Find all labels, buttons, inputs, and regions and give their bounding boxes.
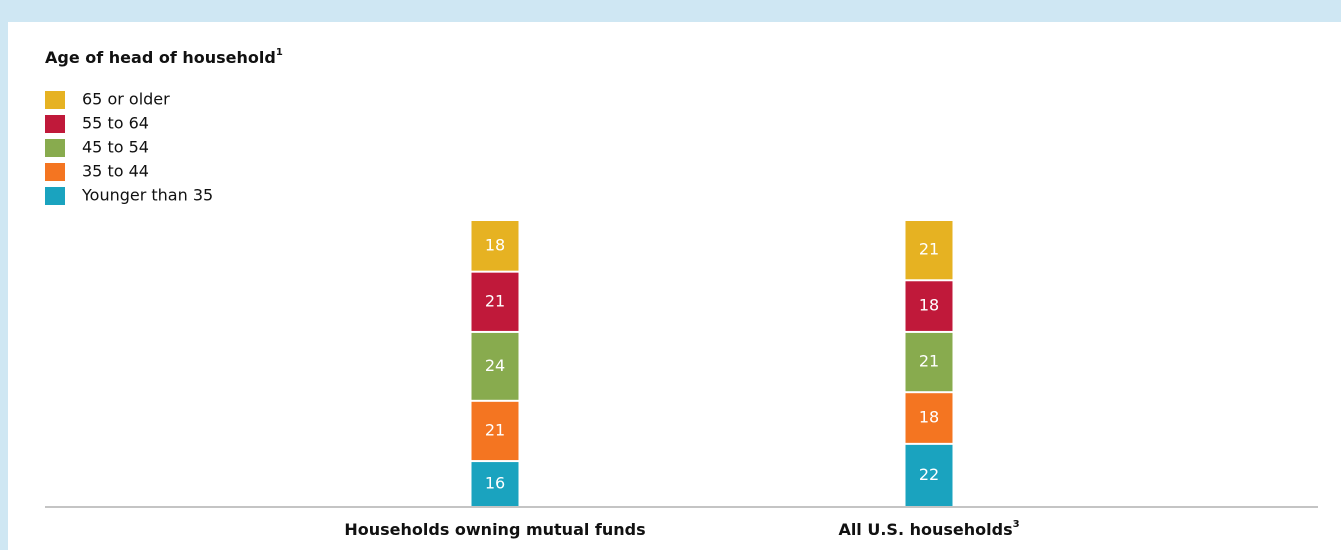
x-tick-label: All U.S. households3 bbox=[838, 519, 1019, 539]
bar-segment bbox=[905, 444, 953, 506]
panel bbox=[8, 22, 1341, 550]
title-footnote: 1 bbox=[276, 47, 283, 58]
legend-swatch bbox=[45, 187, 65, 205]
legend-label: 45 to 54 bbox=[82, 138, 149, 157]
bar-segment bbox=[471, 401, 519, 461]
data-label: 21 bbox=[919, 352, 939, 371]
legend-label: 55 to 64 bbox=[82, 114, 149, 133]
data-label: 24 bbox=[485, 356, 505, 375]
legend-label: Younger than 35 bbox=[81, 186, 213, 205]
data-label: 16 bbox=[485, 474, 505, 493]
bar-segment bbox=[905, 221, 953, 280]
category-text: Households owning mutual funds bbox=[344, 520, 645, 539]
bar-segment bbox=[905, 332, 953, 392]
bar-segment bbox=[471, 272, 519, 331]
data-label: 22 bbox=[919, 465, 939, 484]
chart-title: Age of head of household1 bbox=[45, 47, 283, 67]
x-tick-label: Households owning mutual funds bbox=[344, 520, 645, 539]
legend-swatch bbox=[45, 163, 65, 181]
legend-label: 35 to 44 bbox=[82, 162, 149, 181]
bar-segment bbox=[905, 393, 953, 443]
data-label: 18 bbox=[919, 408, 939, 427]
bar-segment bbox=[471, 221, 519, 271]
category-text: All U.S. households bbox=[838, 520, 1012, 539]
data-label: 21 bbox=[919, 240, 939, 259]
title-text: Age of head of household bbox=[45, 48, 276, 67]
legend-swatch bbox=[45, 139, 65, 157]
legend-label: 65 or older bbox=[82, 90, 170, 109]
legend-swatch bbox=[45, 91, 65, 109]
data-label: 18 bbox=[919, 296, 939, 315]
legend-swatch bbox=[45, 115, 65, 133]
bar-segment bbox=[471, 462, 519, 506]
category-footnote: 3 bbox=[1013, 519, 1020, 530]
data-label: 18 bbox=[485, 235, 505, 254]
bar-segment bbox=[905, 281, 953, 331]
data-label: 21 bbox=[485, 291, 505, 310]
data-label: 21 bbox=[485, 420, 505, 439]
bar-segment bbox=[471, 332, 519, 400]
